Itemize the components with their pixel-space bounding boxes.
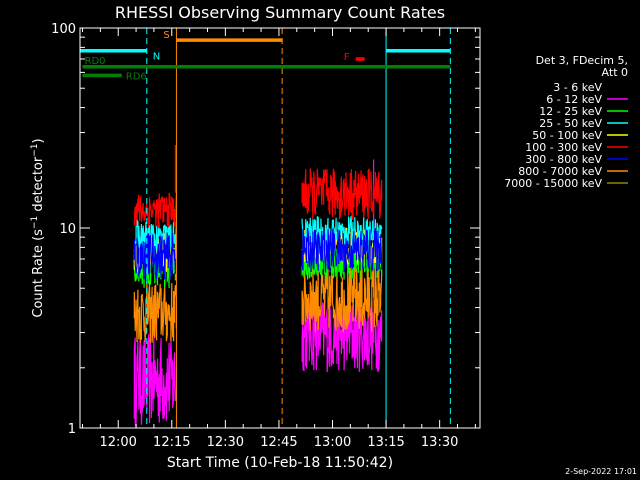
x-tick-label: 13:15 bbox=[367, 435, 404, 450]
legend-entry-label: 300 - 800 keV bbox=[525, 153, 602, 166]
legend-entry-label: 6 - 12 keV bbox=[546, 93, 602, 106]
series-300-800-kev-segment-0 bbox=[133, 232, 177, 280]
series-800-7000-kev-segment-0 bbox=[133, 280, 177, 343]
flag-label-s: S bbox=[163, 30, 169, 41]
x-axis: 12:00 12:15 12:30 12:45 13:00 13:15 13:30 bbox=[82, 28, 476, 450]
legend-entry-label: 50 - 100 keV bbox=[532, 129, 602, 142]
legend-header-line: Det 3, FDecim 5, bbox=[536, 54, 628, 67]
flag-label-rd6: RD6 bbox=[126, 71, 147, 82]
x-tick-label: 12:00 bbox=[99, 435, 136, 450]
series-6-12-kev-segment-0 bbox=[133, 332, 177, 428]
legend-entry-label: 3 - 6 keV bbox=[553, 81, 602, 94]
x-axis-label: Start Time (10-Feb-18 11:50:42) bbox=[167, 455, 393, 471]
y-axis: 1 10 100 bbox=[51, 22, 480, 437]
x-tick-label: 12:45 bbox=[260, 435, 297, 450]
flag-label-n: N bbox=[153, 52, 160, 63]
y-axis-label: Count Rate (s−1 detector−1) bbox=[30, 138, 46, 317]
legend-entry-label: 100 - 300 keV bbox=[525, 141, 602, 154]
x-tick-label: 13:00 bbox=[314, 435, 351, 450]
series-100-300-kev-segment-1 bbox=[301, 168, 383, 222]
y-tick-label: 10 bbox=[59, 222, 76, 237]
series-25-50-kev-segment-0 bbox=[133, 218, 177, 259]
flag-label-f: F bbox=[344, 52, 350, 63]
x-tick-label: 12:30 bbox=[207, 435, 244, 450]
series-300-800-kev-segment-1 bbox=[301, 227, 383, 273]
data-layer bbox=[133, 145, 383, 428]
chart-title: RHESSI Observing Summary Count Rates bbox=[115, 3, 445, 22]
y-tick-label: 100 bbox=[51, 22, 76, 37]
legend-entry-label: 12 - 25 keV bbox=[539, 105, 602, 118]
legend-header-line: Att 0 bbox=[602, 66, 628, 79]
flag-label-rd0: RD0 bbox=[85, 56, 106, 67]
legend-entry-label: 7000 - 15000 keV bbox=[504, 177, 602, 190]
x-tick-label: 13:30 bbox=[421, 435, 458, 450]
x-tick-label: 12:15 bbox=[153, 435, 190, 450]
series-800-7000-kev-segment-1 bbox=[301, 266, 383, 333]
legend-entry-label: 25 - 50 keV bbox=[539, 117, 602, 130]
legend-entry-label: 800 - 7000 keV bbox=[518, 165, 602, 178]
series-100-300-kev-segment-0 bbox=[133, 145, 177, 228]
y-tick-label: 1 bbox=[68, 422, 76, 437]
footer-date: 2-Sep-2022 17:01 bbox=[565, 467, 637, 476]
